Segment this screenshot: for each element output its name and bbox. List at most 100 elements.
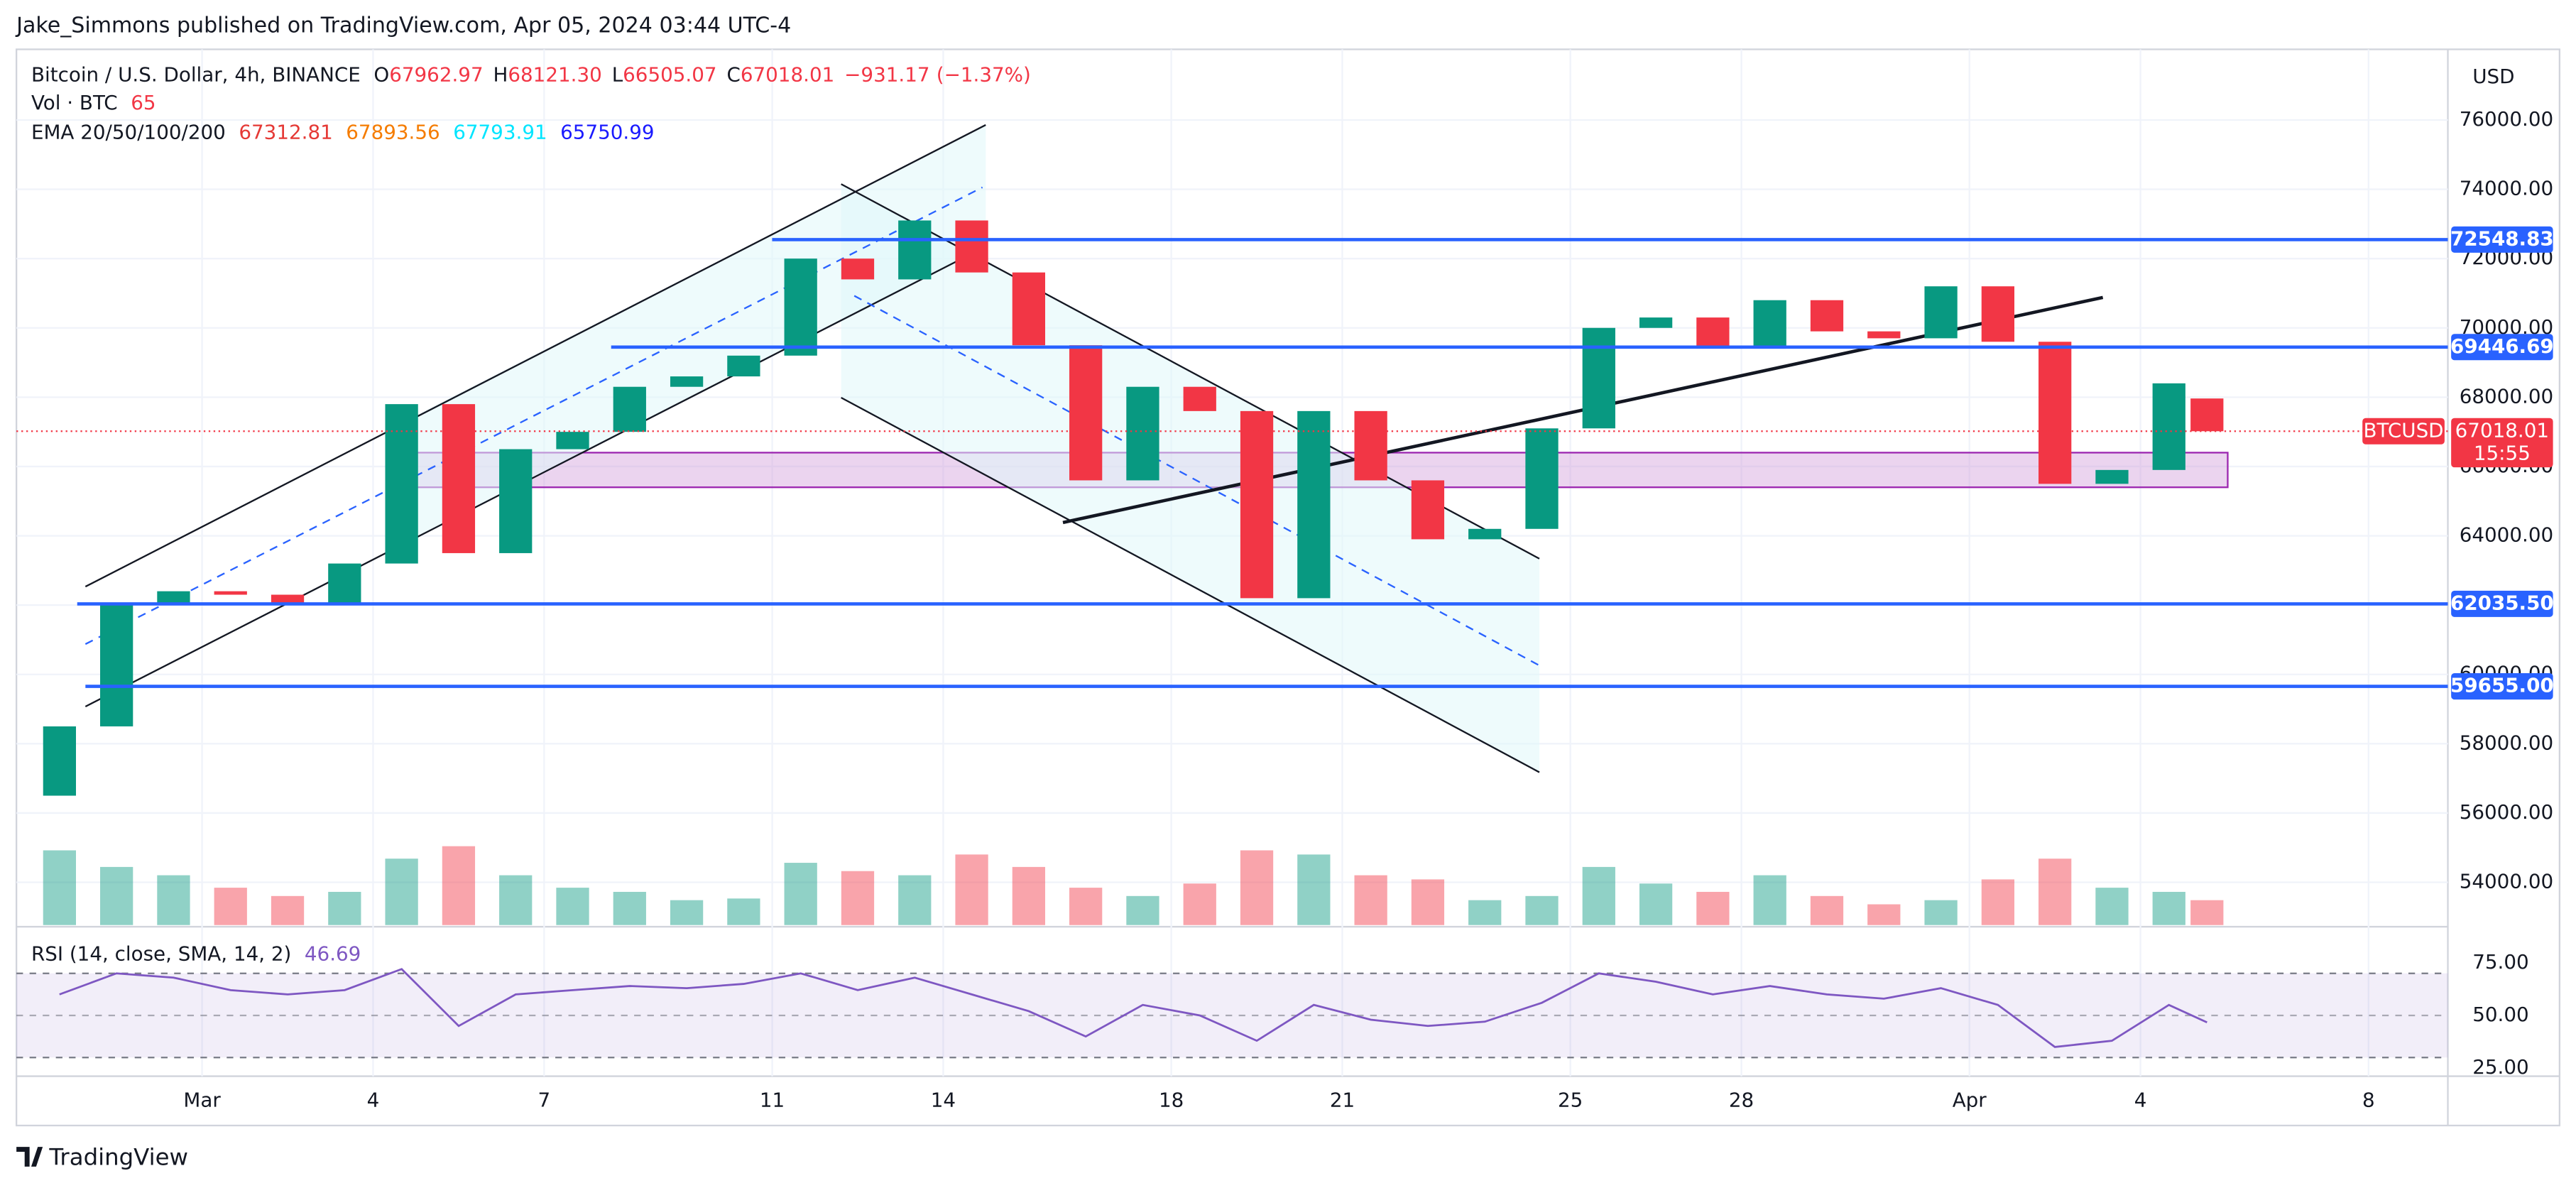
volume-bar [1924, 900, 1958, 925]
rsi-tick-label: 25.00 [2472, 1055, 2528, 1079]
candle [727, 355, 760, 377]
volume-bar [1810, 895, 1844, 925]
ohlc-key: H [493, 63, 508, 87]
candle [2095, 469, 2129, 484]
candle [385, 404, 418, 564]
channel-line [841, 396, 1540, 773]
volume-bar [1240, 850, 1274, 925]
candle [1069, 345, 1103, 481]
volume-bar [1981, 879, 2015, 925]
candle [2190, 398, 2224, 432]
rsi-legend: RSI (14, close, SMA, 14, 2) 46.69 [31, 942, 361, 965]
volume-bar [613, 891, 646, 925]
countdown: 15:55 [2474, 442, 2531, 465]
ema-value: 67312.81 [239, 120, 332, 143]
candle [1354, 410, 1387, 481]
x-tick-label: Mar [183, 1088, 221, 1111]
level-label: 62035.50 [2450, 591, 2554, 614]
candle [1810, 300, 1844, 332]
y-tick-label: 76000.00 [2460, 107, 2553, 131]
y-tick-label: 74000.00 [2460, 177, 2553, 200]
candle [1753, 300, 1786, 349]
volume-value: 65 [131, 91, 155, 114]
x-tick-label: 8 [2362, 1088, 2375, 1111]
x-tick-label: 18 [1159, 1088, 1184, 1111]
x-tick-label: 21 [1330, 1088, 1355, 1111]
volume-bar [1582, 866, 1615, 925]
volume-bar [1696, 891, 1730, 925]
logo [16, 1147, 43, 1167]
volume-bar [1867, 904, 1901, 925]
level-badge [2451, 673, 2553, 700]
volume-bar [1012, 866, 1046, 925]
volume-bar [2152, 891, 2185, 925]
change: −931.17 [844, 63, 929, 87]
volume-bar [385, 859, 418, 925]
change-pct: (−1.37%) [937, 63, 1031, 87]
candle [670, 376, 704, 387]
candle [898, 220, 932, 280]
volume-bar [1354, 875, 1387, 925]
volume-bar [43, 850, 76, 925]
volume-bar [670, 900, 704, 925]
volume-title: Vol · BTC [31, 91, 118, 114]
volume-bar [499, 875, 533, 925]
published-line: Jake_Simmons published on TradingView.co… [15, 13, 791, 38]
candle [157, 591, 190, 606]
ohlc-key: C [726, 63, 740, 87]
y-tick-label: 56000.00 [2460, 800, 2553, 824]
legend-ema: EMA 20/50/100/200 67312.81 67893.56 67793.9… [31, 120, 655, 143]
candle [1924, 286, 1958, 339]
ema-title: EMA 20/50/100/200 [31, 120, 226, 143]
volume-bar [1525, 895, 1559, 925]
ohlc-value: 68121.30 [508, 63, 601, 87]
rsi-title: RSI (14, close, SMA, 14, 2) [31, 942, 291, 965]
symbol: Bitcoin / U.S. Dollar, 4h, BINANCE [31, 63, 361, 87]
ohlc-key: O [373, 63, 389, 87]
level-badge [2451, 590, 2553, 617]
volume-bar [1753, 875, 1786, 925]
logo-icon [16, 1147, 43, 1167]
candle [955, 220, 988, 273]
volume-bar [2039, 859, 2072, 925]
candle [1126, 386, 1159, 481]
candle [1981, 286, 2015, 342]
level-label: 69446.69 [2450, 334, 2554, 358]
candle [442, 404, 476, 553]
ohlc-value: 67962.97 [389, 63, 483, 87]
rsi-tick-label: 75.00 [2472, 950, 2528, 974]
x-tick-label: 4 [367, 1088, 380, 1111]
volume-bar [157, 875, 190, 925]
rsi-value: 46.69 [305, 942, 361, 965]
candle [1240, 410, 1274, 599]
brand: TradingView [48, 1143, 188, 1170]
volume-bar [2190, 900, 2224, 925]
candle [1411, 480, 1445, 540]
y-tick-label: 64000.00 [2460, 523, 2553, 547]
ema-value: 65750.99 [560, 120, 654, 143]
x-tick-label: 25 [1558, 1088, 1583, 1111]
volume-bar [1126, 895, 1159, 925]
volume-bar [556, 888, 589, 925]
candle [1582, 327, 1615, 429]
channel-line [84, 124, 986, 588]
volume-bar [1411, 879, 1445, 925]
volume-bar [1639, 883, 1673, 925]
candle [1525, 428, 1559, 529]
channel-midline [84, 186, 983, 645]
chart-frame [15, 48, 2561, 1127]
channel-midline [853, 295, 1540, 667]
rsi-tick-label: 50.00 [2472, 1003, 2528, 1026]
volume-bar [1297, 854, 1331, 925]
x-tick-label: 14 [931, 1088, 956, 1111]
channel-line [84, 246, 986, 708]
candle [613, 386, 646, 432]
candle [1639, 317, 1673, 328]
candle [328, 563, 361, 606]
ticker-label: BTCUSD [2364, 418, 2444, 442]
volume-bar [1468, 900, 1502, 925]
volume-bar [1183, 883, 1216, 925]
volume-bar [328, 891, 361, 925]
volume-bar [271, 895, 305, 925]
level-badge [2451, 226, 2553, 253]
